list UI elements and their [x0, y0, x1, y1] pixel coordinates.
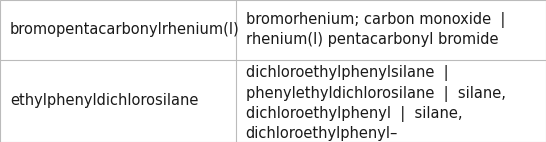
Text: bromorhenium; carbon monoxide  |
rhenium(I) pentacarbonyl bromide: bromorhenium; carbon monoxide | rhenium(…	[246, 12, 505, 47]
Text: ethylphenyldichlorosilane: ethylphenyldichlorosilane	[10, 93, 198, 108]
Text: bromopentacarbonylrhenium(I): bromopentacarbonylrhenium(I)	[10, 22, 240, 37]
Text: dichloroethylphenylsilane  |
phenylethyldichlorosilane  |  silane,
dichloroethyl: dichloroethylphenylsilane | phenylethyld…	[246, 65, 506, 141]
